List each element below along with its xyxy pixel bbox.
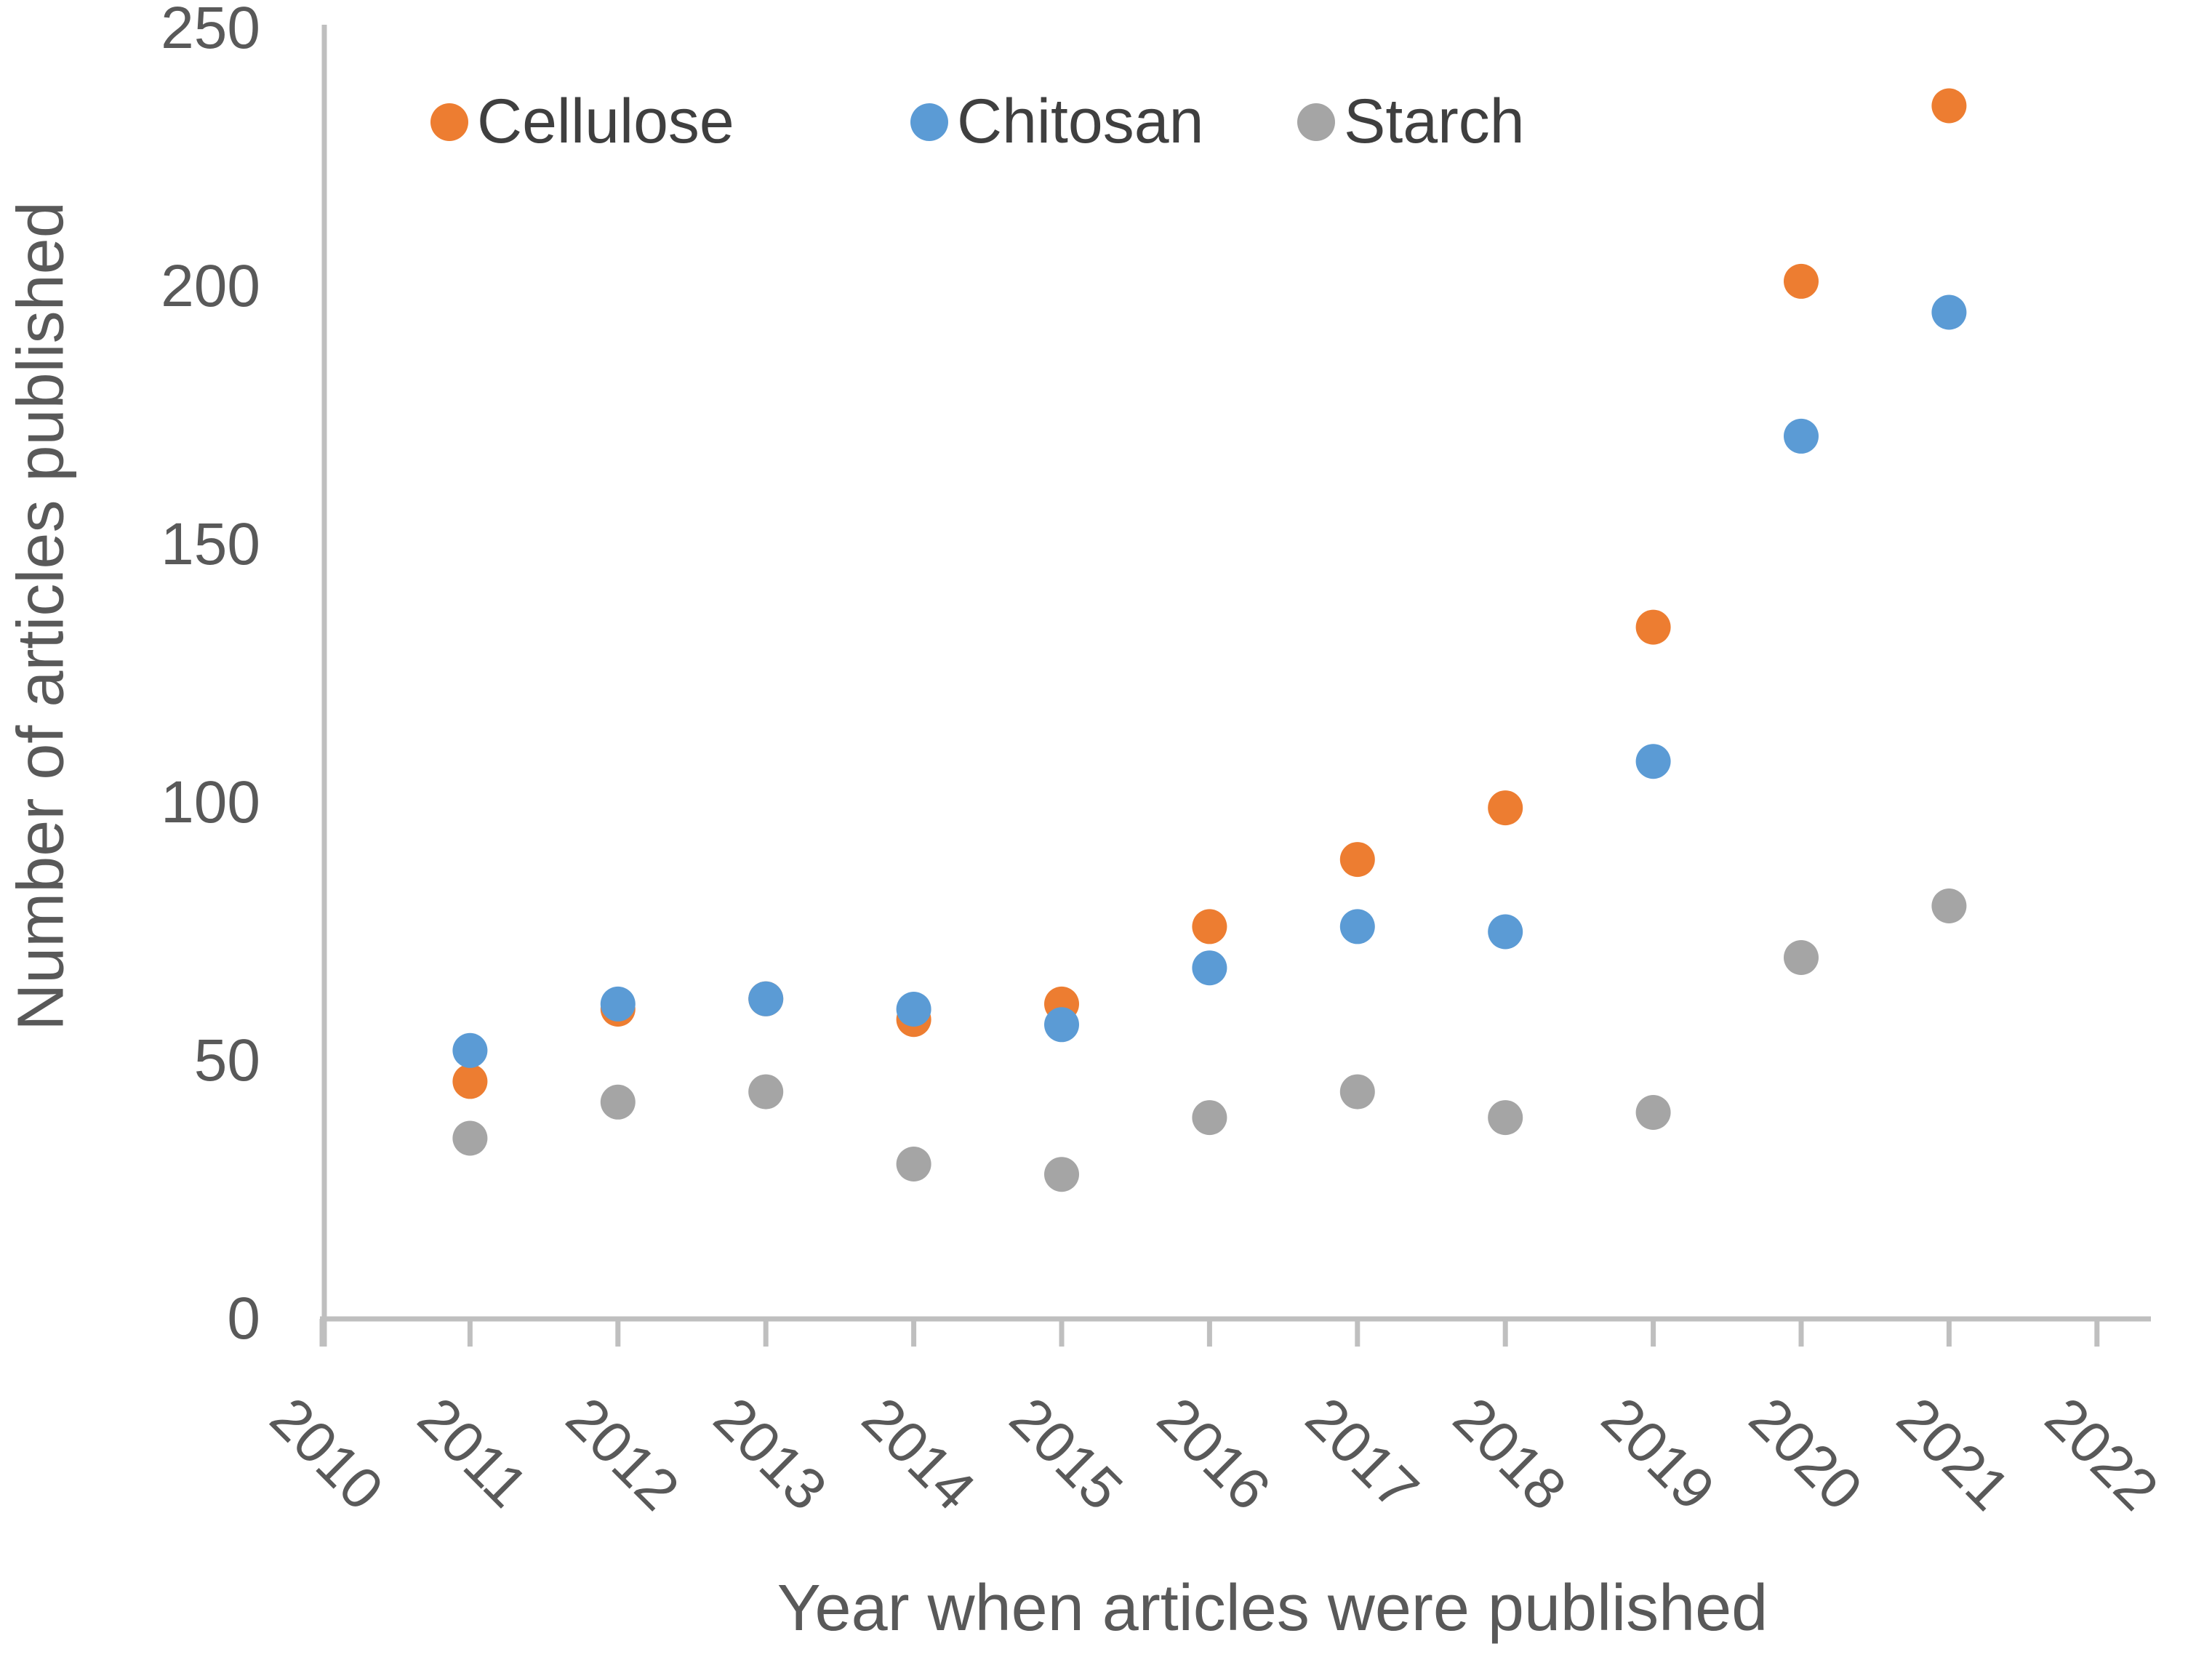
data-point-cellulose-2021 <box>1931 88 1967 124</box>
y-tick-label-250: 250 <box>161 0 260 61</box>
data-point-chitosan-2016 <box>1192 950 1227 986</box>
y-axis-title: Number of articles published <box>4 201 78 1031</box>
data-point-starch-2013 <box>748 1074 784 1110</box>
data-point-starch-2016 <box>1192 1100 1227 1136</box>
data-point-starch-2011 <box>452 1120 488 1156</box>
legend-marker-chitosan-icon <box>910 103 948 141</box>
data-point-starch-2017 <box>1339 1074 1375 1110</box>
data-point-chitosan-2019 <box>1635 744 1671 779</box>
data-point-starch-2014 <box>896 1147 931 1181</box>
data-point-chitosan-2014 <box>896 992 931 1027</box>
data-point-chitosan-2018 <box>1488 914 1523 950</box>
data-point-starch-2012 <box>600 1084 636 1120</box>
data-point-starch-2020 <box>1784 940 1819 975</box>
data-point-chitosan-2015 <box>1044 1007 1079 1043</box>
data-point-cellulose-2018 <box>1488 790 1523 826</box>
data-point-cellulose-2019 <box>1635 609 1671 645</box>
data-point-cellulose-2016 <box>1192 909 1227 944</box>
data-point-cellulose-2017 <box>1339 842 1375 878</box>
data-point-chitosan-2012 <box>600 986 636 1022</box>
data-point-starch-2019 <box>1635 1095 1671 1130</box>
y-tick-label-50: 50 <box>193 1027 260 1094</box>
data-point-chitosan-2020 <box>1784 418 1819 454</box>
legend-marker-cellulose-icon <box>430 103 468 141</box>
legend-label-chitosan: Chitosan <box>957 87 1204 156</box>
y-tick-label-150: 150 <box>161 511 260 577</box>
legend-label-cellulose: Cellulose <box>477 87 734 156</box>
data-point-starch-2021 <box>1931 888 1967 923</box>
data-point-starch-2015 <box>1044 1157 1079 1192</box>
data-point-chitosan-2017 <box>1339 909 1375 944</box>
y-tick-label-200: 200 <box>161 253 260 319</box>
y-tick-label-100: 100 <box>161 769 260 835</box>
y-tick-label-0: 0 <box>227 1285 260 1352</box>
data-point-chitosan-2013 <box>748 981 784 1016</box>
data-point-cellulose-2020 <box>1784 263 1819 299</box>
x-axis-title: Year when articles were published <box>777 1572 1768 1645</box>
legend-marker-starch-icon <box>1297 103 1335 141</box>
data-point-chitosan-2011 <box>452 1032 488 1068</box>
data-point-starch-2018 <box>1488 1100 1523 1136</box>
data-point-chitosan-2021 <box>1931 294 1967 330</box>
data-point-cellulose-2011 <box>452 1064 488 1099</box>
legend-label-starch: Starch <box>1344 87 1525 156</box>
